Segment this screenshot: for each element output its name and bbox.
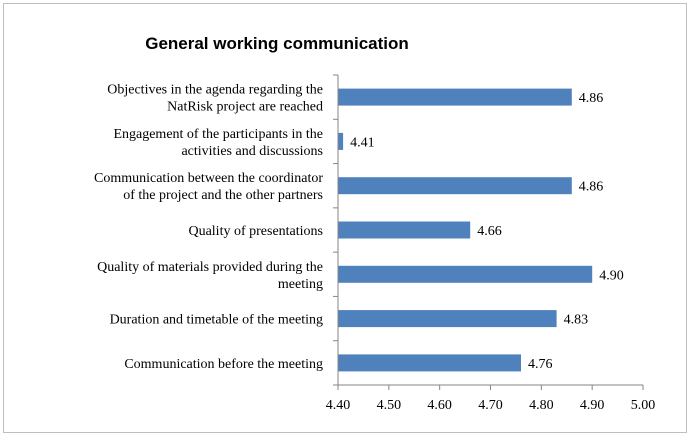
- category-label-6: Duration and timetable of the meeting: [110, 313, 323, 328]
- data-label-4: 4.66: [477, 224, 502, 239]
- plot-area: 4.86 Objectives in the agenda regarding t…: [94, 74, 656, 413]
- bar-7: [338, 354, 521, 372]
- category-label-2-line-2: activities and discussions: [181, 144, 323, 159]
- category-label-2-line-1: Engagement of the participants in the: [113, 127, 323, 142]
- x-tick-label-6: 4.90: [580, 398, 605, 413]
- category-label-3-line-2: of the project and the other partners: [123, 188, 323, 203]
- data-label-3: 4.86: [579, 180, 604, 195]
- x-tick-label-3: 4.60: [427, 398, 452, 413]
- x-tick-label-4: 4.70: [478, 398, 503, 413]
- category-label-4: Quality of presentations: [188, 224, 323, 239]
- bar-3: [338, 177, 572, 195]
- category-label-3-line-1: Communication between the coordinator: [94, 171, 323, 186]
- category-label-5-line-1: Quality of materials provided during the: [97, 260, 323, 275]
- category-label-1-line-1: Objectives in the agenda regarding the: [107, 83, 323, 98]
- data-label-1: 4.86: [579, 91, 604, 106]
- x-tick-label-5: 4.80: [529, 398, 554, 413]
- chart-title: General working communication: [145, 34, 409, 53]
- bar-1: [338, 88, 572, 106]
- x-tick-label-7: 5.00: [631, 398, 656, 413]
- data-label-2: 4.41: [350, 135, 375, 150]
- x-tick-label-2: 4.50: [377, 398, 402, 413]
- data-label-6: 4.83: [564, 313, 589, 328]
- data-label-5: 4.90: [599, 268, 624, 283]
- bar-4: [338, 221, 471, 239]
- data-label-7: 4.76: [528, 357, 553, 372]
- bar-5: [338, 265, 593, 283]
- bar-6: [338, 310, 557, 328]
- category-label-5-line-2: meeting: [278, 277, 323, 292]
- category-label-7: Communication before the meeting: [124, 357, 323, 372]
- category-label-1-line-2: NatRisk project are reached: [167, 100, 323, 115]
- x-tick-label-1: 4.40: [326, 398, 351, 413]
- bar-2: [338, 132, 344, 150]
